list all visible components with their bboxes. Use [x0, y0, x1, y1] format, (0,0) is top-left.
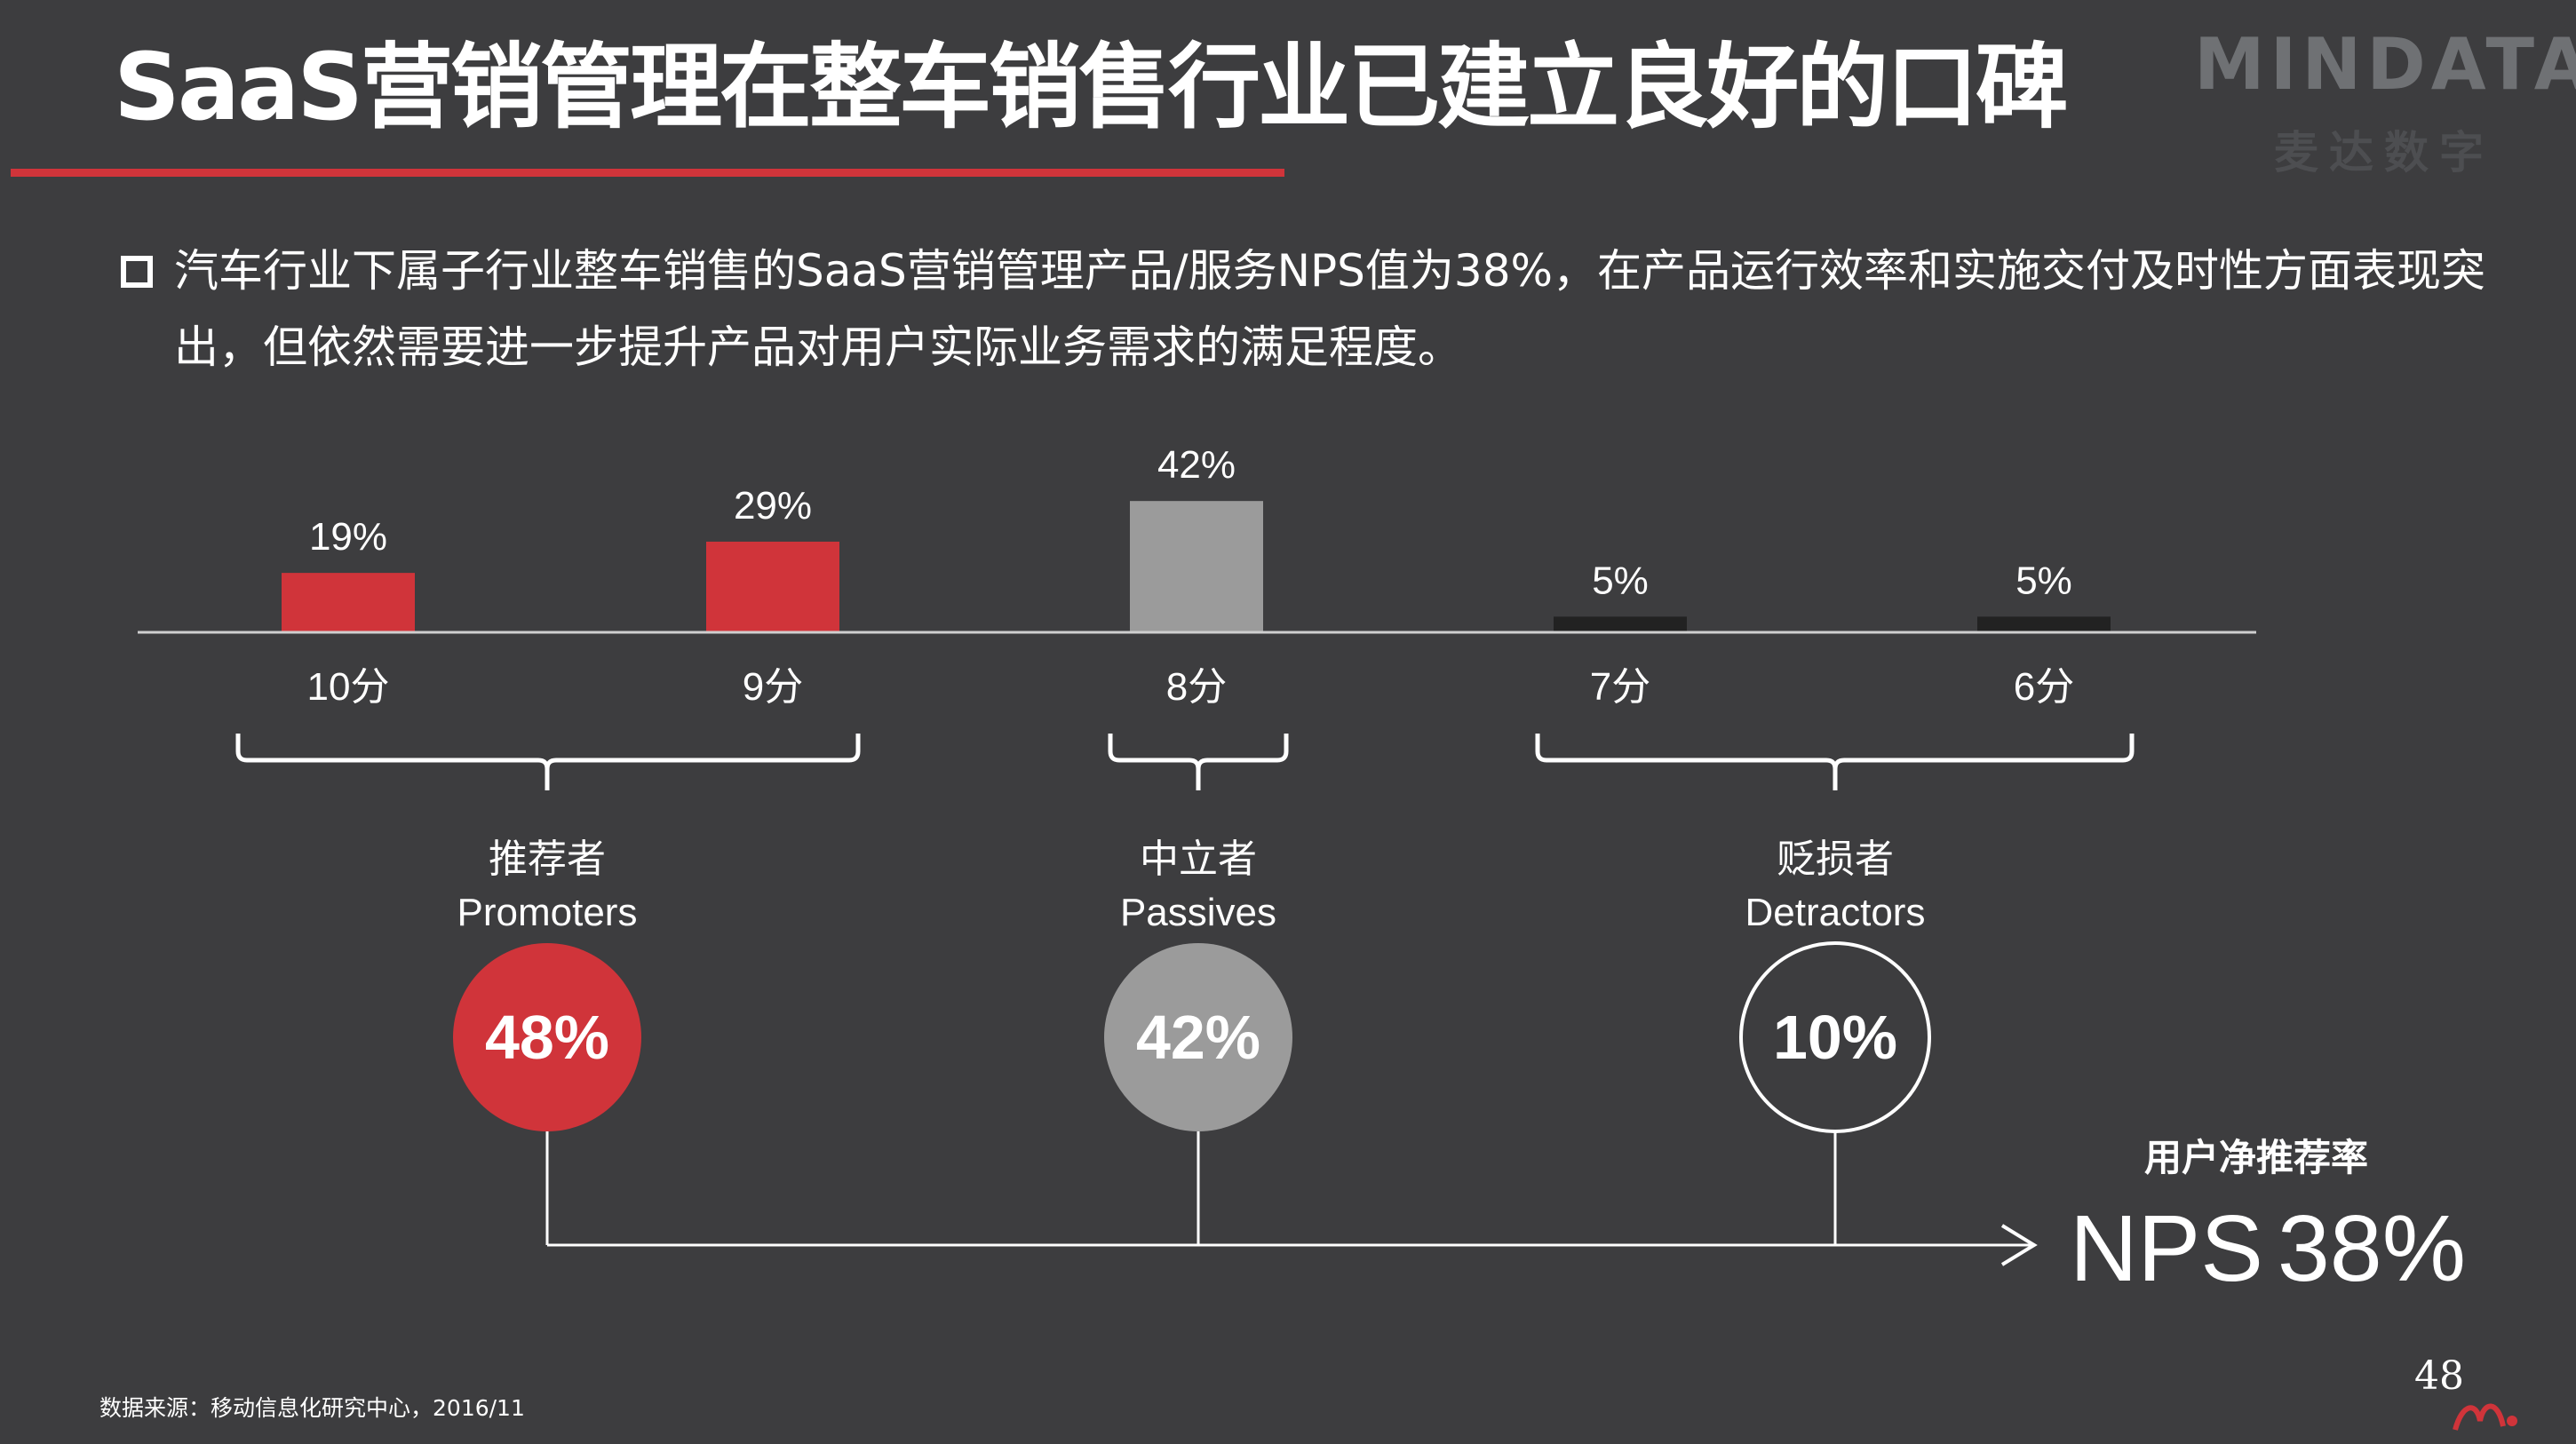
- bar-4: [1554, 616, 1687, 632]
- group-name-en: Promoters: [457, 891, 638, 934]
- group-name-cn: 推荐者: [489, 837, 606, 882]
- title-underline: [11, 169, 1284, 177]
- bar-value-label: 5%: [1592, 559, 1649, 602]
- arrow-head-icon: [2000, 1224, 2038, 1266]
- bar-value-label: 19%: [309, 515, 387, 559]
- bar-3: [1130, 501, 1263, 632]
- group-percentage: 42%: [1136, 1003, 1260, 1072]
- connector-layer: 用户净推荐率 NPS 38%: [545, 1131, 2466, 1301]
- group-name-en: Passives: [1120, 891, 1276, 934]
- bar-2: [706, 541, 839, 632]
- bracket-1: [235, 734, 861, 790]
- group-name-en: Detractors: [1745, 891, 1926, 934]
- corner-logo-icon: [2453, 1403, 2517, 1431]
- bar-value-label: 42%: [1157, 443, 1236, 487]
- description-text: 汽车行业下属子行业整车销售的SaaS营销管理产品/服务NPS值为38%，在产品运…: [174, 245, 2486, 373]
- category-label: 10分: [307, 665, 390, 709]
- group-name-cn: 贬损者: [1777, 837, 1894, 882]
- bracket-2: [1108, 734, 1289, 790]
- bar-5: [1977, 616, 2111, 632]
- group-percentage: 48%: [485, 1003, 609, 1072]
- brand-logo: MINDATA: [2194, 23, 2576, 106]
- group-name-cn: 中立者: [1140, 837, 1257, 882]
- group-circle: [453, 943, 641, 1131]
- data-source: 数据来源：移动信息化研究中心，2016/11: [99, 1395, 525, 1421]
- bars-layer: 19% 29% 42% 5% 5%: [282, 443, 2111, 632]
- nps-label: 用户净推荐率: [2144, 1136, 2368, 1179]
- bar-1: [282, 573, 415, 632]
- bar-value-label: 5%: [2015, 559, 2072, 602]
- category-label: 8分: [1166, 665, 1227, 709]
- braces-layer: [235, 734, 2135, 790]
- page-title: SaaS营销管理在整车销售行业已建立良好的口碑: [114, 33, 2068, 141]
- category-labels-layer: 10分 9分 8分 7分 6分: [307, 665, 2075, 709]
- category-label: 9分: [743, 665, 803, 709]
- group-percentage: 10%: [1773, 1003, 1897, 1072]
- group-circle: [1104, 943, 1292, 1131]
- nps-name: NPS: [2070, 1196, 2263, 1301]
- groups-layer: 推荐者 Promoters 48% 中立者 Passives 42% 贬损者 Detracto…: [453, 837, 1931, 1133]
- bullet-square-icon: [121, 256, 153, 288]
- brand-logo-subtitle: 麦达数字: [2274, 127, 2494, 179]
- category-label: 6分: [2014, 665, 2074, 709]
- page-number: 48: [2414, 1353, 2464, 1399]
- bracket-3: [1535, 734, 2135, 790]
- bar-value-label: 29%: [734, 484, 812, 528]
- nps-value: 38%: [2278, 1196, 2466, 1301]
- category-label: 7分: [1590, 665, 1650, 709]
